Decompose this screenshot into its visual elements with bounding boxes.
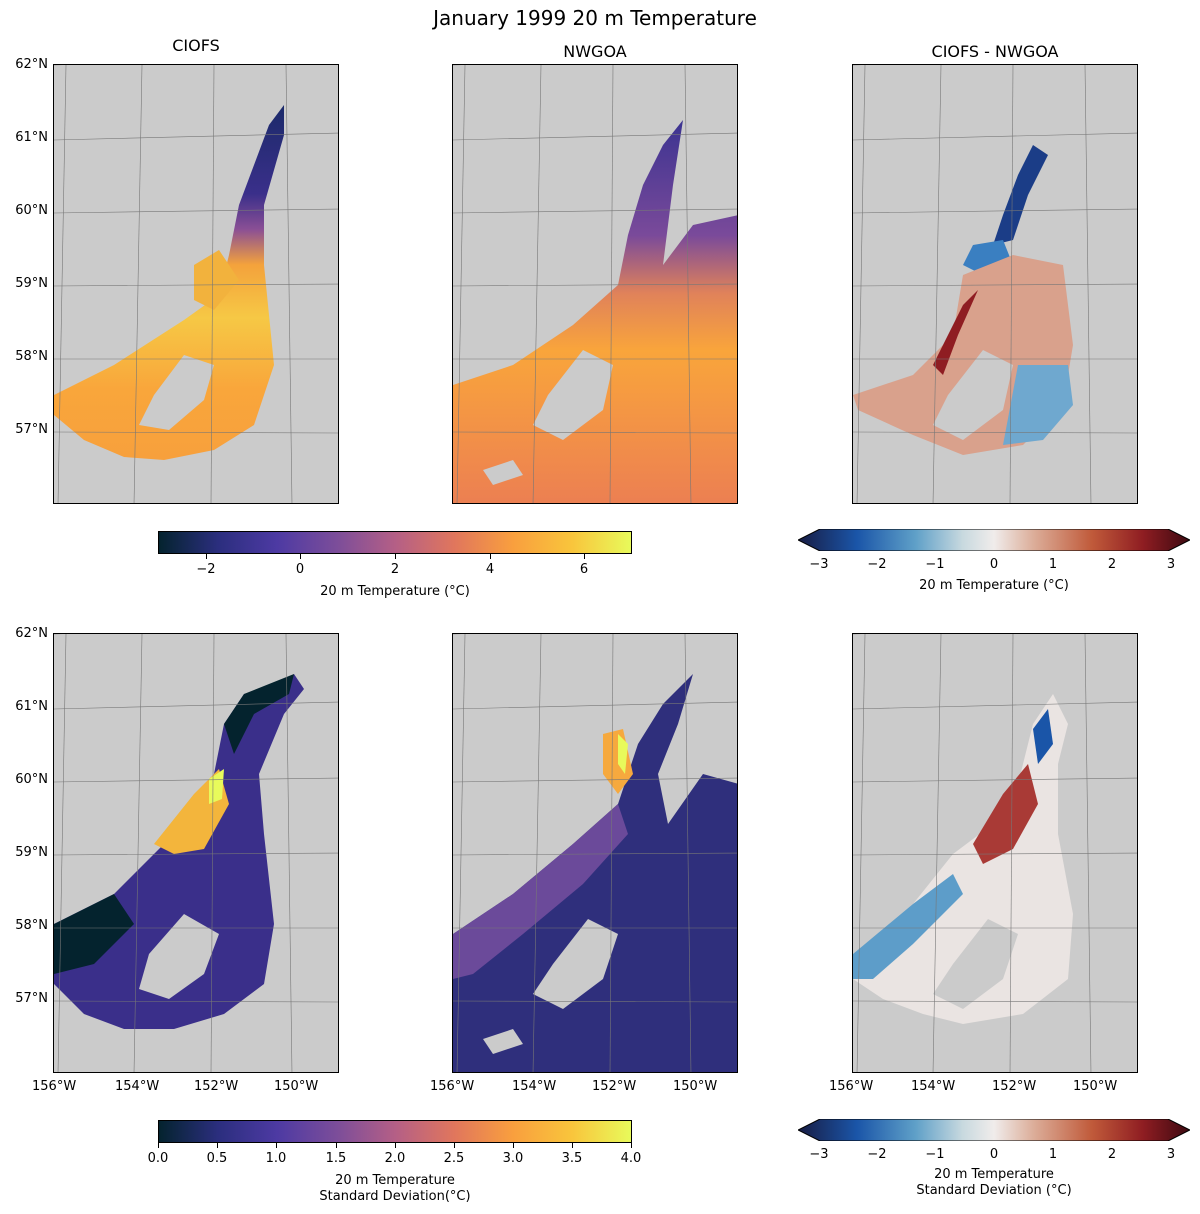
colorbar-tick: 2.0: [384, 1151, 406, 1166]
colorbar-label-line2: Standard Deviation(°C): [319, 1189, 471, 1204]
colorbar-tick: 2: [1107, 1147, 1117, 1162]
lon-label: 152°W: [194, 1079, 239, 1094]
col-title-difference: CIOFS - NWGOA: [931, 42, 1059, 61]
lon-label: 150°W: [1073, 1079, 1118, 1094]
colorbar-tick: 0.5: [206, 1151, 228, 1166]
col-title-ciofs: CIOFS: [172, 36, 220, 55]
colorbar-tick: 1.5: [325, 1151, 347, 1166]
colorbar-tick: 0.0: [147, 1151, 169, 1166]
colorbar-difference: [798, 529, 1190, 551]
colorbar-tick: −2: [196, 562, 216, 577]
colorbar-std: [158, 1120, 632, 1143]
colorbar-tick-mark: [336, 1143, 337, 1148]
colorbar-label: 20 m Temperature (°C): [919, 578, 1069, 593]
colorbar-tick: −2: [867, 557, 887, 572]
colorbar-tick: 3.5: [561, 1151, 583, 1166]
colorbar-tick: 1: [1048, 557, 1058, 572]
colorbar-tick-mark: [217, 1143, 218, 1148]
colorbar-tick: −1: [925, 557, 945, 572]
map-nwgoa-temperature: [452, 64, 738, 504]
colorbar-temperature: [158, 531, 632, 554]
lat-label: 60°N: [15, 772, 48, 787]
colorbar-tick-mark: [513, 1143, 514, 1148]
lon-label: 156°W: [32, 1079, 77, 1094]
colorbar-tick-mark: [395, 554, 396, 559]
colorbar-tick-mark: [631, 1143, 632, 1148]
map-difference-temperature: [852, 64, 1138, 504]
lat-label: 57°N: [15, 422, 48, 437]
colorbar-tick-mark: [276, 1143, 277, 1148]
colorbar-label-line1: 20 m Temperature: [335, 1173, 455, 1188]
lat-label: 59°N: [15, 276, 48, 291]
colorbar-difference-std: [798, 1119, 1190, 1141]
colorbar-label-line1: 20 m Temperature: [934, 1167, 1054, 1182]
colorbar-tick: 0: [295, 562, 305, 577]
map-ciofs-temperature: [53, 64, 339, 504]
colorbar-tick: 3: [1166, 557, 1176, 572]
lat-label: 61°N: [15, 699, 48, 714]
colorbar-tick-mark: [206, 554, 207, 559]
lon-label: 156°W: [829, 1079, 874, 1094]
colorbar-label-line2: Standard Deviation (°C): [916, 1183, 1072, 1198]
lat-label: 61°N: [15, 130, 48, 145]
colorbar-tick: 2.5: [443, 1151, 465, 1166]
colorbar-tick: 4: [485, 562, 495, 577]
lat-label: 59°N: [15, 845, 48, 860]
lon-label: 154°W: [115, 1079, 160, 1094]
lon-label: 156°W: [430, 1079, 475, 1094]
colorbar-tick-mark: [584, 554, 585, 559]
lat-label: 60°N: [15, 203, 48, 218]
map-nwgoa-std: [452, 633, 738, 1073]
colorbar-tick-mark: [490, 554, 491, 559]
colorbar-tick: 3: [1166, 1147, 1176, 1162]
colorbar-tick-mark: [158, 1143, 159, 1148]
figure-title: January 1999 20 m Temperature: [433, 6, 757, 30]
lat-label: 62°N: [15, 57, 48, 72]
colorbar-tick: −3: [809, 1147, 829, 1162]
colorbar-tick: −3: [809, 557, 829, 572]
col-title-nwgoa: NWGOA: [563, 42, 627, 61]
lat-label: 58°N: [15, 349, 48, 364]
lon-label: 152°W: [992, 1079, 1037, 1094]
colorbar-tick: 2: [1107, 557, 1117, 572]
lat-label: 58°N: [15, 918, 48, 933]
colorbar-tick: −2: [867, 1147, 887, 1162]
lon-label: 154°W: [911, 1079, 956, 1094]
colorbar-tick: 6: [579, 562, 589, 577]
colorbar-tick-mark: [454, 1143, 455, 1148]
colorbar-tick: 4.0: [620, 1151, 642, 1166]
lon-label: 152°W: [592, 1079, 637, 1094]
lat-label: 57°N: [15, 991, 48, 1006]
lon-label: 150°W: [673, 1079, 718, 1094]
lon-label: 150°W: [274, 1079, 319, 1094]
colorbar-tick: 0: [989, 557, 999, 572]
map-difference-std: [852, 633, 1138, 1073]
lat-label: 62°N: [15, 626, 48, 641]
lon-label: 154°W: [512, 1079, 557, 1094]
colorbar-tick: −1: [925, 1147, 945, 1162]
colorbar-tick: 1: [1048, 1147, 1058, 1162]
colorbar-tick-mark: [300, 554, 301, 559]
colorbar-tick-mark: [572, 1143, 573, 1148]
colorbar-label: 20 m Temperature (°C): [320, 584, 470, 599]
colorbar-tick: 1.0: [265, 1151, 287, 1166]
colorbar-tick: 3.0: [502, 1151, 524, 1166]
colorbar-tick: 0: [989, 1147, 999, 1162]
colorbar-tick-mark: [395, 1143, 396, 1148]
map-ciofs-std: [53, 633, 339, 1073]
colorbar-tick: 2: [390, 562, 400, 577]
